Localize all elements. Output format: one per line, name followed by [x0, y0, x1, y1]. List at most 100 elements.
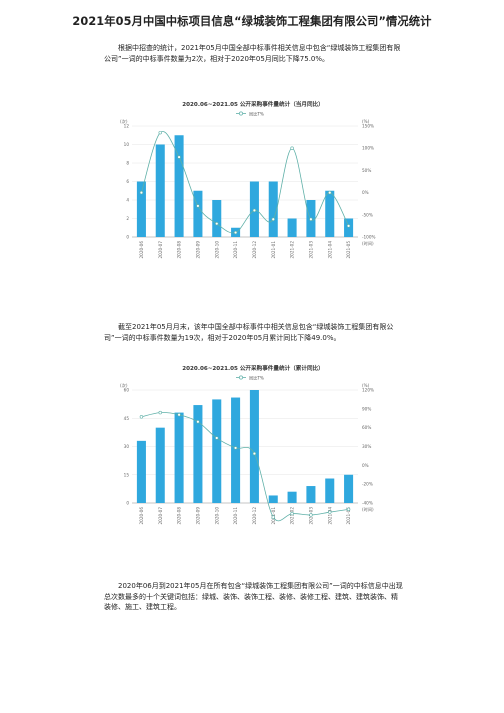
yoy-point: [346, 224, 351, 228]
paragraph-cumulative: 截至2021年05月月末，该年中国全部中标事件中相关信息包含“绿城装饰工程集团有…: [104, 322, 404, 343]
bar: [268, 181, 278, 237]
yoy-point: [177, 413, 181, 417]
chart-monthly-svg: 2020.06~2021.05 公开采购事件量统计（当月同比） 同比T% (次) (%…: [120, 100, 376, 259]
x-tick-label: 2020-11: [233, 241, 238, 259]
yoy-point: [309, 217, 313, 221]
y-tick-label: 30: [124, 444, 130, 449]
yoy-point: [177, 155, 181, 159]
bar: [193, 190, 203, 237]
yoy-point: [139, 190, 144, 195]
paragraph-monthly-text: 根据中招查的统计，2021年05月中国全部中标事件相关信息中包含“绿城装饰工程集…: [104, 44, 401, 63]
yoy-point: [290, 511, 294, 516]
bar: [193, 405, 203, 503]
paragraph-keywords-text: 2020年06月到2021年05月在所有包含“绿城装饰工程集团有限公司”一词的中…: [104, 582, 403, 612]
x-tick-label: 2020-08: [177, 241, 182, 259]
y-right-tick-label: 0%: [362, 190, 369, 195]
right-axis-unit: (%): [362, 383, 370, 388]
yoy-line: [141, 412, 349, 522]
yoy-point: [196, 204, 200, 208]
legend-swatch-marker: [239, 375, 243, 380]
y-right-tick-label: -50%: [362, 212, 373, 217]
yoy-point: [215, 221, 219, 226]
x-tick-label: 2020-06: [139, 507, 144, 525]
y-tick-label: 6: [126, 179, 129, 184]
paragraph-cumulative-text: 截至2021年05月月末，该年中国全部中标事件中相关信息包含“绿城装饰工程集团有…: [104, 323, 394, 342]
bar: [325, 478, 335, 503]
x-tick-label: 2020-12: [252, 507, 257, 525]
x-tick-label: 2021-04: [327, 241, 332, 259]
yoy-point: [328, 190, 332, 195]
x-tick-label: 2021-03: [308, 241, 313, 259]
y-right-tick-label: 50%: [362, 168, 371, 173]
y-tick-label: 45: [124, 416, 130, 421]
yoy-point: [271, 515, 275, 519]
chart-cumulative-svg: 2020.06~2021.05 公开采购事件量统计（累计同比） 同比T% (次) (%…: [120, 364, 374, 525]
yoy-point: [215, 436, 219, 440]
y-right-tick-label: 150%: [362, 124, 374, 129]
right-axis-unit: (%): [362, 119, 370, 124]
x-tick-label: 2020-06: [139, 241, 144, 259]
x-tick-label: 2020-10: [214, 507, 219, 525]
y-right-tick-label: 0%: [362, 463, 369, 468]
y-right-tick-label: -100%: [362, 235, 376, 240]
yoy-point: [252, 208, 257, 213]
yoy-line: [141, 131, 349, 234]
bar: [231, 397, 241, 503]
legend-swatch-marker: [239, 111, 243, 116]
y-tick-label: 8: [126, 161, 129, 166]
chart-title: 2020.06~2021.05 公开采购事件量统计（当月同比）: [182, 100, 324, 108]
yoy-point: [309, 513, 313, 517]
bar: [136, 440, 146, 503]
x-tick-label: 2020-12: [252, 241, 257, 259]
x-axis-unit: (时间): [362, 240, 374, 247]
bar: [287, 491, 297, 503]
bar: [174, 412, 184, 503]
yoy-point: [196, 420, 200, 424]
x-tick-label: 2020-07: [158, 241, 163, 259]
y-tick-label: 12: [124, 124, 130, 129]
yoy-point: [139, 415, 144, 419]
yoy-point: [290, 146, 294, 150]
bar: [344, 218, 354, 237]
paragraph-monthly: 根据中招查的统计，2021年05月中国全部中标事件相关信息中包含“绿城装饰工程集…: [104, 43, 404, 64]
yoy-point: [271, 217, 275, 221]
chart-cumulative: 2020.06~2021.05 公开采购事件量统计（累计同比） 同比T% (次) (%…: [112, 360, 394, 542]
y-right-tick-label: -40%: [362, 501, 373, 506]
bar: [155, 144, 165, 237]
yoy-point: [233, 446, 238, 450]
bar: [155, 427, 165, 503]
page-title: 2021年05月中国中标项目信息“绿城装饰工程集团有限公司”情况统计: [72, 15, 432, 28]
bar: [268, 495, 278, 503]
paragraph-keywords: 2020年06月到2021年05月在所有包含“绿城装饰工程集团有限公司”一词的中…: [104, 581, 404, 613]
bar: [212, 200, 222, 237]
bar: [174, 135, 184, 237]
bar: [325, 190, 335, 237]
x-tick-label: 2020-07: [158, 507, 163, 525]
yoy-point: [158, 410, 162, 415]
chart-title: 2020.06~2021.05 公开采购事件量统计（累计同比）: [182, 364, 324, 372]
x-tick-label: 2020-10: [214, 241, 219, 259]
bar: [249, 390, 259, 503]
bar: [306, 486, 316, 503]
y-right-tick-label: 120%: [362, 388, 374, 393]
x-tick-label: 2021-05: [346, 507, 351, 525]
x-tick-label: 2021-04: [327, 507, 332, 525]
x-tick-label: 2021-01: [271, 241, 276, 259]
y-right-tick-label: 60%: [362, 425, 371, 430]
chart-monthly: 2020.06~2021.05 公开采购事件量统计（当月同比） 同比T% (次) (%…: [112, 96, 394, 276]
yoy-point: [252, 451, 257, 456]
y-tick-label: 0: [126, 501, 129, 506]
y-tick-label: 0: [126, 235, 129, 240]
bar: [287, 218, 297, 237]
y-right-tick-label: 90%: [362, 406, 371, 411]
y-tick-label: 4: [126, 198, 129, 203]
y-right-tick-label: 100%: [362, 146, 374, 151]
x-tick-label: 2021-02: [290, 241, 295, 259]
x-tick-label: 2020-09: [195, 507, 200, 525]
y-tick-label: 60: [124, 388, 130, 393]
yoy-point: [328, 510, 332, 514]
legend-label: 同比T%: [249, 374, 264, 381]
left-axis-unit: (次): [120, 118, 128, 125]
y-tick-label: 10: [124, 142, 130, 147]
x-tick-label: 2020-11: [233, 507, 238, 525]
